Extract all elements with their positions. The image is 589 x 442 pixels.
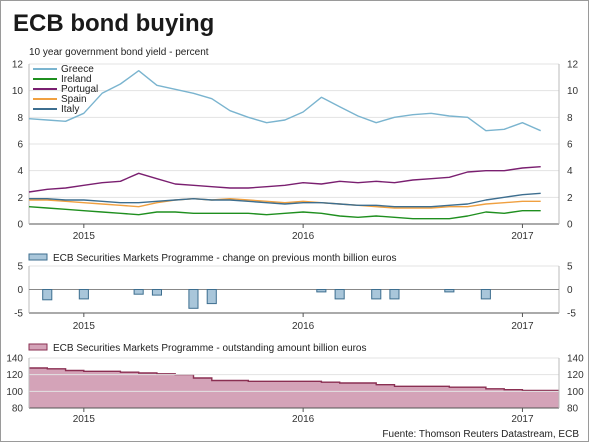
legend-swatch-spain — [33, 98, 57, 100]
legend-swatch-greece — [33, 68, 57, 70]
legend-label-ireland: Ireland — [61, 74, 92, 85]
series-line-greece — [28, 69, 541, 132]
panel-3-subtitle: ECB Securities Markets Programme - outst… — [53, 343, 366, 354]
y-tick-label-left: 4 — [17, 166, 23, 177]
y-tick-label-left: 6 — [17, 140, 23, 151]
x-tick-label: 2015 — [73, 231, 96, 242]
y-tick-label-right: 10 — [567, 86, 579, 97]
y-tick-label-left: -5 — [14, 309, 23, 320]
smp-change-bar — [42, 289, 53, 301]
x-tick-label: 2016 — [292, 414, 315, 425]
smp-change-bar — [78, 289, 89, 300]
x-tick-label: 2016 — [292, 231, 315, 242]
x-tick-label: 2017 — [511, 321, 534, 332]
chart-title: ECB bond buying — [13, 10, 214, 37]
legend-swatch-smp-change — [28, 253, 48, 261]
smp-change-bar — [389, 289, 400, 300]
y-tick-label-right: 4 — [567, 166, 573, 177]
legend-swatch-ireland — [33, 78, 57, 80]
y-tick-label-left: 2 — [17, 193, 23, 204]
y-tick-label-right: 12 — [567, 60, 579, 71]
y-tick-label-right: -5 — [567, 309, 576, 320]
y-tick-label-right: 80 — [567, 404, 579, 415]
y-tick-label-right: 0 — [567, 285, 573, 296]
series-line-portugal — [28, 166, 541, 193]
smp-change-bar — [188, 289, 199, 309]
legend-swatch-smp-outstanding — [28, 343, 48, 351]
x-tick-label: 2015 — [73, 321, 96, 332]
smp-outstanding-area — [29, 368, 559, 408]
y-tick-label-left: 0 — [17, 220, 23, 231]
y-tick-label-right: 140 — [567, 354, 584, 365]
source-note: Fuente: Thomson Reuters Datastream, ECB — [382, 429, 579, 440]
y-tick-label-left: 100 — [6, 387, 23, 398]
y-tick-label-right: 120 — [567, 370, 584, 381]
smp-change-bar — [316, 289, 327, 293]
smp-change-bar — [206, 289, 217, 305]
y-tick-label-left: 0 — [17, 285, 23, 296]
smp-change-bar — [133, 289, 144, 295]
y-tick-label-left: 8 — [17, 113, 23, 124]
x-tick-label: 2017 — [511, 231, 534, 242]
smp-change-bar — [480, 289, 491, 300]
x-tick-label: 2016 — [292, 321, 315, 332]
smp-change-bar — [371, 289, 382, 300]
panel-1-subtitle: 10 year government bond yield - percent — [29, 47, 209, 58]
y-tick-label-right: 100 — [567, 387, 584, 398]
legend-label-spain: Spain — [61, 94, 87, 105]
smp-change-bar — [444, 289, 455, 293]
y-tick-label-right: 6 — [567, 140, 573, 151]
y-tick-label-left: 10 — [12, 86, 24, 97]
series-line-ireland — [28, 206, 541, 220]
series-line-italy — [29, 192, 541, 208]
legend-label-greece: Greece — [61, 64, 94, 75]
panel-2-subtitle: ECB Securities Markets Programme - chang… — [53, 253, 397, 264]
y-tick-label-right: 8 — [567, 113, 573, 124]
legend-swatch-portugal — [33, 88, 57, 90]
x-tick-label: 2017 — [511, 414, 534, 425]
legend-swatch-italy — [33, 108, 57, 110]
y-tick-label-left: 5 — [17, 262, 23, 273]
legend-label-italy: Italy — [61, 104, 79, 115]
y-tick-label-right: 5 — [567, 262, 573, 273]
y-tick-label-left: 140 — [6, 354, 23, 365]
x-tick-label: 2015 — [73, 414, 96, 425]
smp-outstanding-line — [29, 367, 559, 392]
series-line-spain — [29, 197, 541, 209]
y-tick-label-left: 80 — [12, 404, 24, 415]
y-tick-label-right: 2 — [567, 193, 573, 204]
y-tick-label-right: 0 — [567, 220, 573, 231]
legend-label-portugal: Portugal — [61, 84, 98, 95]
y-tick-label-left: 120 — [6, 370, 23, 381]
smp-change-bar — [151, 289, 162, 296]
smp-change-bar — [334, 289, 345, 300]
y-tick-label-left: 12 — [12, 60, 24, 71]
